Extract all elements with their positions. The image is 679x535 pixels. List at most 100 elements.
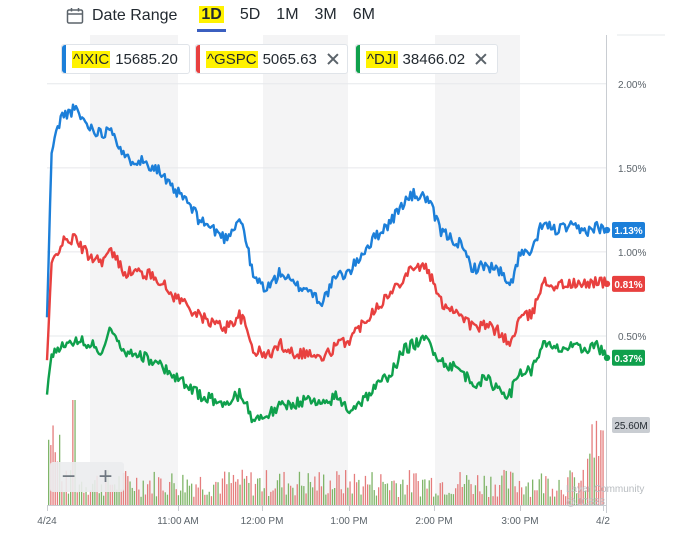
volume-bar	[479, 491, 481, 505]
legend-chip-dji[interactable]: ^DJI 38466.02	[355, 44, 498, 74]
volume-bar	[345, 470, 347, 505]
volume-bar	[63, 492, 65, 505]
volume-bar	[87, 494, 89, 505]
volume-bar	[76, 492, 78, 505]
volume-bar	[298, 471, 301, 505]
x-tick-label: 1:00 PM	[330, 516, 367, 527]
volume-bar	[188, 485, 191, 505]
x-tick-label: 12:00 PM	[241, 516, 284, 527]
volume-bar	[127, 476, 129, 505]
series-end-dot	[603, 226, 611, 234]
volume-bar	[439, 483, 441, 505]
volume-bar	[228, 472, 230, 505]
x-tick-label: 3:00 PM	[501, 516, 538, 527]
volume-bar	[600, 430, 602, 505]
volume-bar	[446, 494, 448, 505]
volume-bar	[521, 487, 523, 505]
series-line-ixic	[45, 103, 608, 318]
volume-bar	[496, 496, 499, 505]
volume-bar	[545, 476, 547, 505]
volume-bar	[437, 495, 439, 505]
volume-bar	[318, 472, 320, 505]
volume-bar	[263, 488, 265, 505]
volume-bar	[131, 487, 133, 505]
volume-bar	[411, 492, 413, 505]
calendar-icon[interactable]	[66, 7, 84, 25]
volume-bar	[397, 496, 400, 505]
volume-bar	[441, 482, 444, 505]
volume-bar	[272, 490, 274, 505]
volume-bar	[320, 486, 323, 505]
volume-tag	[612, 417, 650, 433]
volume-bar	[48, 439, 50, 505]
volume-bar	[393, 480, 395, 505]
range-1m-button[interactable]: 1M	[276, 6, 299, 23]
volume-bar	[210, 496, 213, 505]
volume-bar	[494, 484, 496, 505]
legend-chip-ixic[interactable]: ^IXIC 15685.20	[61, 44, 190, 74]
volume-bar	[510, 471, 512, 505]
volume-bar	[593, 457, 595, 505]
volume-bar	[182, 474, 184, 505]
volume-bar	[94, 480, 96, 505]
volume-bar	[514, 486, 516, 505]
volume-bar	[573, 477, 576, 505]
volume-bar	[202, 489, 204, 505]
volume-bar	[147, 484, 149, 505]
close-icon[interactable]	[327, 53, 339, 65]
range-1d-button[interactable]: 1D	[191, 0, 231, 32]
legend-value-dji: 38466.02	[402, 50, 466, 68]
volume-bar	[378, 487, 380, 505]
volume-bar	[296, 484, 298, 505]
range-6m-button[interactable]: 6M	[352, 6, 375, 23]
volume-bar	[525, 486, 527, 505]
close-icon[interactable]	[475, 53, 487, 65]
volume-bar	[265, 470, 268, 505]
volume-bar	[356, 482, 358, 505]
volume-bar	[589, 453, 591, 505]
volume-bar	[292, 487, 294, 505]
volume-bar	[254, 483, 257, 505]
volume-bar	[336, 471, 338, 505]
volume-bar	[488, 496, 490, 505]
series-value-tag	[612, 275, 645, 292]
volume-bar	[89, 490, 92, 505]
volume-bar	[490, 476, 492, 505]
volume-bar	[276, 480, 279, 505]
volume-bar	[171, 473, 173, 505]
volume-bar	[470, 484, 472, 505]
volume-bar	[261, 491, 263, 505]
volume-bar	[243, 478, 246, 505]
volume-bar	[415, 473, 417, 505]
legend-value-ixic: 15685.20	[115, 50, 178, 68]
zoom-out-button[interactable]: −	[61, 463, 76, 490]
range-5d-button[interactable]: 5D	[239, 6, 261, 23]
date-range-label[interactable]: Date Range	[92, 7, 178, 24]
series-value-label: 1.13%	[614, 226, 642, 237]
legend-symbol-ixic: ^IXIC	[72, 50, 111, 68]
volume-bar	[162, 490, 164, 505]
volume-bar	[406, 484, 408, 505]
x-tick-label: 4/24	[37, 516, 57, 527]
volume-bar	[61, 481, 63, 505]
range-3m-button[interactable]: 3M	[314, 6, 337, 23]
volume-bar	[578, 482, 580, 505]
volume-bar	[100, 484, 103, 505]
volume-bar	[565, 496, 567, 505]
volume-bar	[215, 481, 217, 505]
zoom-in-button[interactable]: +	[98, 463, 113, 490]
volume-bar	[290, 485, 292, 505]
volume-bar	[268, 496, 270, 505]
legend-value-gspc: 5065.63	[262, 50, 317, 68]
volume-bar	[342, 493, 345, 505]
legend-chip-gspc[interactable]: ^GSPC 5065.63	[195, 44, 348, 74]
volume-bar	[217, 482, 219, 505]
volume-bar	[492, 496, 494, 505]
volume-bar	[587, 458, 589, 505]
series-value-label: 0.81%	[614, 280, 642, 291]
volume-bar	[371, 472, 373, 505]
volume-bar	[149, 480, 151, 505]
volume-bar	[248, 482, 250, 505]
volume-bar	[213, 484, 215, 505]
